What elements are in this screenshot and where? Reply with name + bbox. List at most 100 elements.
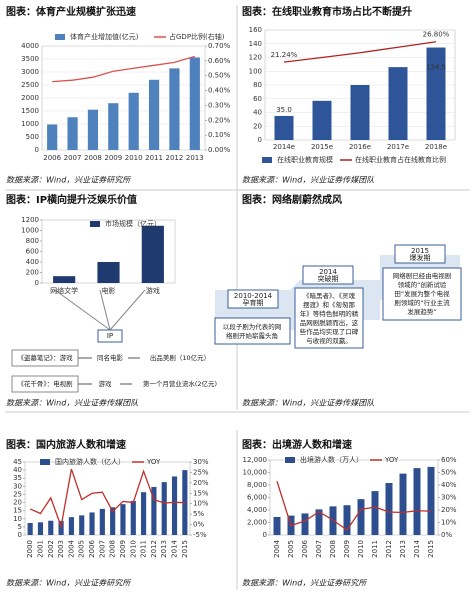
stage-box [302, 265, 354, 285]
x-tick-label: 游戏 [146, 286, 160, 295]
y-tick-label: 10,000 [243, 469, 268, 477]
y-tick-label: 0 [35, 279, 39, 287]
bar [343, 505, 351, 535]
y-tick-label: 5 [18, 523, 22, 531]
stage-text-box [382, 267, 462, 321]
y2-tick-label: 20% [441, 506, 457, 514]
y-tick-label: 2,000 [247, 519, 267, 527]
y2-tick-label: 10% [193, 500, 209, 508]
y-tick-label: 120 [249, 54, 262, 62]
bar [189, 57, 200, 150]
y-tick-label: 1500 [21, 107, 39, 115]
stage-text: 《暗黑者》、《灵魂 [303, 291, 356, 300]
bar [399, 473, 407, 535]
x-tick-label: 2017e [387, 143, 409, 151]
y-tick-label: 20 [253, 122, 262, 130]
x-tick-label: 2013 [160, 540, 168, 558]
y-tick-label: 0 [18, 531, 22, 539]
legend-label: YOY [384, 456, 399, 464]
legend-label: 体育产业增加值(亿元) [70, 32, 139, 41]
x-tick-label: 2014 [171, 539, 179, 557]
x-tick-label: 2014 [413, 539, 421, 557]
x-tick-label: 2005 [78, 540, 86, 558]
bar [388, 67, 408, 140]
stage-text: 网络剧已经由电视剧 [393, 271, 452, 280]
y2-tick-label: 0.60% [208, 57, 231, 65]
data-label: 35.0 [276, 106, 292, 114]
ip-box [97, 329, 123, 343]
stage-text-box [214, 317, 291, 345]
bar [301, 513, 309, 535]
bar [120, 504, 126, 535]
y-tick-label: 3000 [21, 68, 39, 76]
line [52, 55, 195, 83]
x-tick-label: 2010 [357, 540, 365, 558]
data-label: 26.80% [423, 31, 450, 39]
y2-tick-label: 0.10% [208, 131, 231, 139]
x-tick-label: 2005 [287, 540, 295, 558]
y2-tick-label: 30% [441, 494, 457, 502]
row-text: 游戏 [99, 379, 113, 388]
stage-box [394, 244, 446, 264]
bar [99, 508, 105, 535]
bar [68, 517, 74, 535]
x-tick-label: 2013 [186, 154, 204, 162]
plot-area [24, 461, 191, 536]
bar [169, 68, 180, 150]
bar [148, 79, 160, 150]
x-tick-label: 2004 [67, 539, 75, 557]
stage-text: 年》等特色鲜明的精 [300, 309, 359, 318]
bar [385, 483, 393, 535]
x-tick-label: 电影 [102, 286, 116, 295]
chart-title: 图表：在线职业教育市场占比不断提升 [242, 5, 412, 18]
y2-tick-label: 5% [193, 510, 204, 518]
row-text: 同名电影 [97, 353, 124, 362]
source: 数据来源：Wind，兴业证券研究所 [6, 176, 132, 185]
bar [108, 103, 119, 150]
bar [274, 115, 294, 140]
y-tick-label: 1200 [21, 216, 39, 224]
stage-text: 品网剧脱颖而出，这 [300, 318, 359, 327]
y-tick-label: 2000 [21, 94, 39, 102]
x-tick-label: 2008 [109, 540, 117, 558]
bar [273, 516, 281, 535]
connector [99, 289, 111, 331]
stage-period: 2010-2014 [234, 292, 273, 300]
stage-text: 络剧开始崭露头角 [226, 331, 278, 340]
y-tick-label: 800 [26, 237, 39, 245]
connector [109, 289, 146, 331]
stage-text-box [294, 287, 364, 349]
bar [87, 109, 99, 150]
bar [128, 92, 139, 150]
x-tick-label: 2007 [64, 154, 82, 162]
stage-period: 2014 [319, 268, 337, 276]
y-tick-label: 600 [26, 248, 39, 256]
data-label: 21.24% [271, 51, 298, 59]
legend-label: 市场规模（亿元） [105, 219, 161, 228]
y2-tick-label: 0% [193, 521, 204, 529]
x-tick-label: 2008 [329, 540, 337, 558]
y-tick-label: 1000 [21, 120, 39, 128]
x-tick-label: 2006 [43, 154, 61, 162]
y-tick-label: 80 [253, 81, 262, 89]
x-tick-label: 2010 [125, 154, 143, 162]
legend-swatch [40, 459, 50, 465]
y2-tick-label: 10% [441, 519, 457, 527]
bar [427, 466, 435, 535]
bar [47, 124, 58, 150]
y2-tick-label: 40% [441, 481, 457, 489]
y-tick-label: 4000 [21, 42, 39, 50]
x-tick-label: 2012 [166, 154, 184, 162]
y2-tick-label: 30% [193, 458, 209, 466]
legend-swatch [262, 157, 272, 163]
bar [79, 515, 85, 535]
x-tick-label: 2006 [88, 539, 96, 557]
x-tick-label: 2018e [425, 143, 447, 151]
x-tick-label: 2011 [371, 540, 379, 558]
bar [413, 468, 421, 535]
row-text: 《盗墓笔记》：游戏 [17, 353, 73, 362]
legend-label: 在线职业教育占在线教育比例 [355, 155, 446, 164]
y-tick-label: 0 [35, 146, 39, 154]
y-tick-label: 25 [13, 490, 22, 498]
